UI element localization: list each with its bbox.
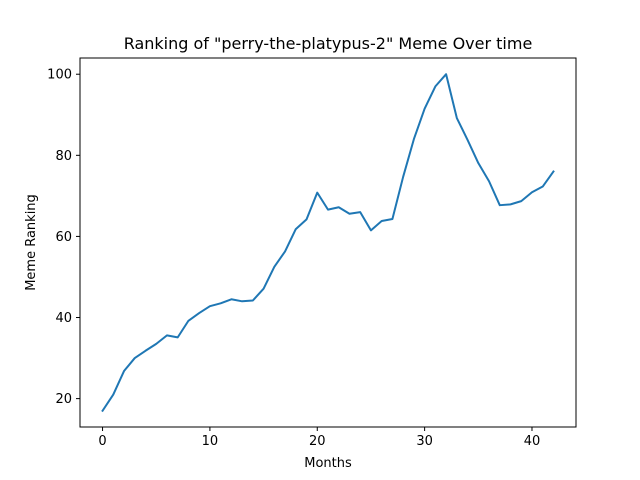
x-tick-label: 30 [416,434,433,449]
y-tick-label: 100 [47,68,72,83]
chart-title: Ranking of "perry-the-platypus-2" Meme O… [124,34,533,53]
x-tick-label: 0 [98,434,106,449]
y-axis-label: Meme Ranking [24,194,39,291]
x-axis-label: Months [304,456,352,471]
x-tick-label: 20 [309,434,326,449]
axes-frame [79,57,577,428]
x-tick-label: 40 [524,434,541,449]
y-tick-label: 40 [55,311,72,326]
y-tick-label: 80 [55,149,72,164]
x-tick-label: 10 [202,434,219,449]
plot-area [101,73,555,413]
series-line-0 [101,73,555,413]
y-tick-label: 20 [55,392,72,407]
y-tick-label: 60 [55,230,72,245]
axis-ticks: 0 10 20 30 40 20 40 60 80 100 [47,68,540,449]
